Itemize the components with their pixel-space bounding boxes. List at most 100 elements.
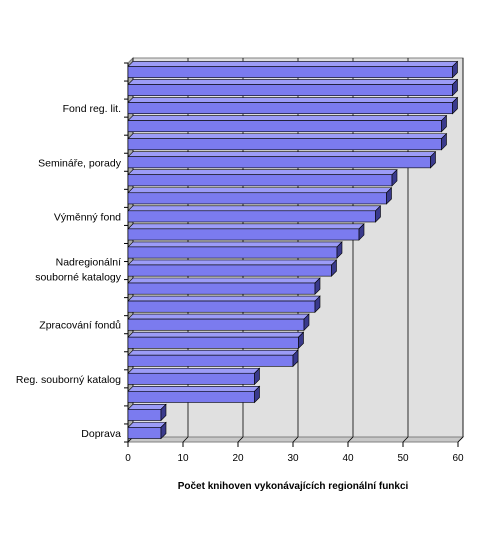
bars (127, 60, 459, 440)
bar (127, 223, 365, 241)
bar-top-face (127, 187, 393, 194)
category-label: Nadregionální souborné katalogy (35, 257, 122, 284)
x-tick-label: 0 (125, 453, 131, 464)
bar-end-face (452, 96, 458, 115)
bar-top-face (127, 169, 398, 176)
gridline-floor (457, 436, 464, 443)
bar-end-face (430, 150, 436, 169)
bar-end-face (391, 168, 398, 187)
category-label: Semináře, porady (38, 157, 122, 169)
bar-top-face (127, 79, 459, 85)
bar-top-face (127, 97, 459, 103)
bar-front-face (127, 102, 453, 115)
bar-top-face (127, 349, 299, 356)
x-tick-label: 20 (232, 453, 244, 464)
bar-end-face (336, 241, 343, 259)
bar-top-face (127, 241, 343, 248)
bar-top-face (127, 61, 459, 67)
bar-end-face (303, 313, 310, 332)
bar (127, 168, 398, 187)
gridline-floor (292, 436, 299, 443)
bar-front-face (127, 120, 442, 133)
bar (127, 295, 321, 313)
bar-top-face (127, 385, 261, 392)
bar (127, 150, 437, 169)
bar-end-face (375, 205, 381, 223)
x-tick-label: 60 (452, 453, 464, 464)
bar-top-face (127, 367, 261, 374)
bar-top-face (127, 205, 382, 212)
bar-top-face (127, 133, 448, 139)
bar-end-face (331, 259, 337, 277)
bar-top-face (127, 295, 321, 302)
bar-top-face (127, 277, 321, 284)
bar (127, 187, 393, 205)
bar-top-face (127, 404, 167, 410)
bar-front-face (127, 174, 393, 187)
bar-end-face (314, 295, 321, 313)
category-labels: Fond reg. lit. Semináře, porady Výměnný fo… (16, 103, 122, 440)
x-tick-label: 30 (287, 453, 299, 464)
bar (127, 205, 382, 223)
bar-front-face (127, 84, 453, 96)
category-label: Výměnný fond (54, 211, 121, 223)
bar-front-face (127, 66, 453, 78)
bar-front-face (127, 210, 376, 223)
bar (127, 313, 310, 332)
bar-front-face (127, 282, 316, 295)
category-label: Fond reg. lit. (63, 103, 121, 115)
gridline-floor (402, 436, 409, 443)
x-tick-label: 50 (397, 453, 409, 464)
bar (127, 60, 459, 79)
bar (127, 96, 459, 115)
bar-top-face (127, 259, 338, 266)
bar-top-face (127, 331, 305, 338)
bar-end-face (292, 349, 299, 368)
bar-front-face (127, 427, 162, 439)
bar-front-face (127, 192, 387, 205)
bar-end-face (441, 132, 447, 151)
bar (127, 331, 305, 350)
x-axis-title: Počet knihoven vykonávajících regionální… (178, 481, 409, 492)
bar-end-face (452, 60, 458, 79)
bar (127, 421, 167, 440)
category-label: Reg. souborný katalog (16, 374, 121, 386)
bar-end-face (160, 421, 167, 440)
bar (127, 114, 448, 133)
bar (127, 259, 338, 277)
bar-top-face (127, 151, 437, 157)
bar-end-face (358, 223, 365, 241)
bar (127, 277, 321, 295)
bar (127, 349, 299, 368)
bar-end-face (386, 187, 392, 205)
bar-end-face (452, 78, 458, 97)
category-label: Zpracování fondů (39, 320, 121, 332)
bar (127, 241, 343, 259)
bar-top-face (127, 422, 167, 428)
bar (127, 385, 261, 404)
bar-top-face (127, 313, 310, 320)
bar-front-face (127, 372, 255, 385)
bar-top-face (127, 115, 448, 121)
bar-end-face (254, 367, 260, 386)
bar-front-face (127, 336, 299, 349)
x-axis: 0 10 20 30 40 50 60 (125, 442, 464, 464)
bar-front-face (127, 228, 360, 241)
bar-front-face (127, 156, 431, 169)
bar-end-face (160, 403, 167, 422)
gridline-floor (237, 436, 244, 443)
bar-end-face (314, 277, 321, 295)
bar-end-face (298, 331, 304, 350)
gridline-floor (182, 436, 189, 443)
bar-front-face (127, 246, 338, 259)
bar-end-face (254, 385, 260, 404)
bar-front-face (127, 300, 316, 313)
bar-front-face (127, 390, 255, 403)
bar-top-face (127, 223, 365, 230)
bar (127, 367, 261, 386)
gridline-floor (347, 436, 354, 443)
bar-front-face (127, 138, 442, 151)
x-tick-label: 10 (177, 453, 189, 464)
bar-end-face (441, 114, 447, 133)
